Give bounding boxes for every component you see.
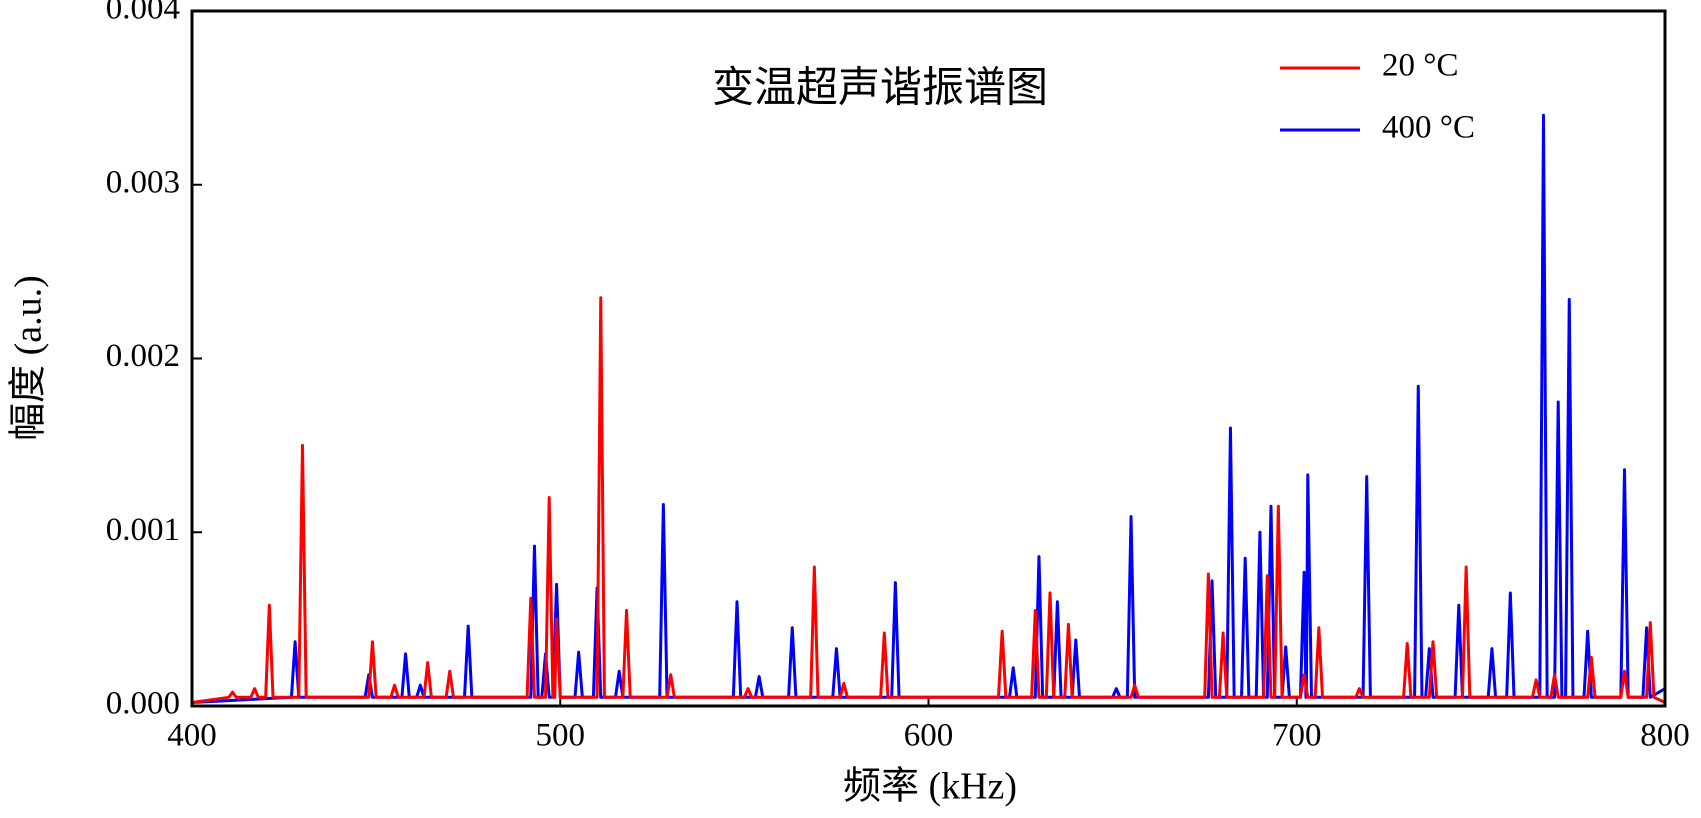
y-tick-label: 0.001 — [106, 512, 180, 548]
y-tick-label: 0.003 — [106, 164, 180, 200]
legend-label: 400 °C — [1382, 110, 1475, 146]
data-line — [191, 113, 1666, 705]
x-tick-label: 400 — [167, 718, 217, 754]
y-tick-label: 0.002 — [106, 338, 180, 374]
legend-label: 20 °C — [1382, 48, 1458, 84]
x-tick-label: 600 — [904, 718, 954, 754]
plot-frame — [190, 9, 1667, 708]
y-tick-label: 0.004 — [106, 0, 180, 27]
y-axis-label: 幅度 (a.u.) — [8, 275, 50, 441]
chart-title: 变温超声谐振谱图 — [712, 65, 1048, 112]
x-tick-label: 700 — [1272, 718, 1322, 754]
y-tick-label: 0.000 — [106, 686, 180, 722]
data-line — [191, 296, 1666, 705]
x-axis-label: 频率 (kHz) — [843, 766, 1017, 808]
x-tick-label: 800 — [1640, 718, 1690, 754]
x-tick-label: 500 — [536, 718, 586, 754]
